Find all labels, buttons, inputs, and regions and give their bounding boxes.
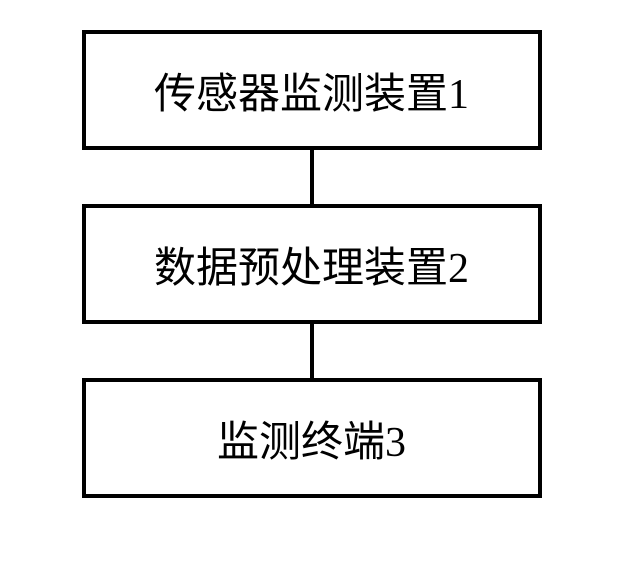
flowchart-node-terminal: 监测终端3 bbox=[82, 378, 542, 498]
flowchart-edge-2 bbox=[310, 324, 314, 378]
flowchart-container: 传感器监测装置1 数据预处理装置2 监测终端3 bbox=[82, 30, 542, 498]
flowchart-edge-1 bbox=[310, 150, 314, 204]
flowchart-node-sensor: 传感器监测装置1 bbox=[82, 30, 542, 150]
flowchart-node-preprocess: 数据预处理装置2 bbox=[82, 204, 542, 324]
